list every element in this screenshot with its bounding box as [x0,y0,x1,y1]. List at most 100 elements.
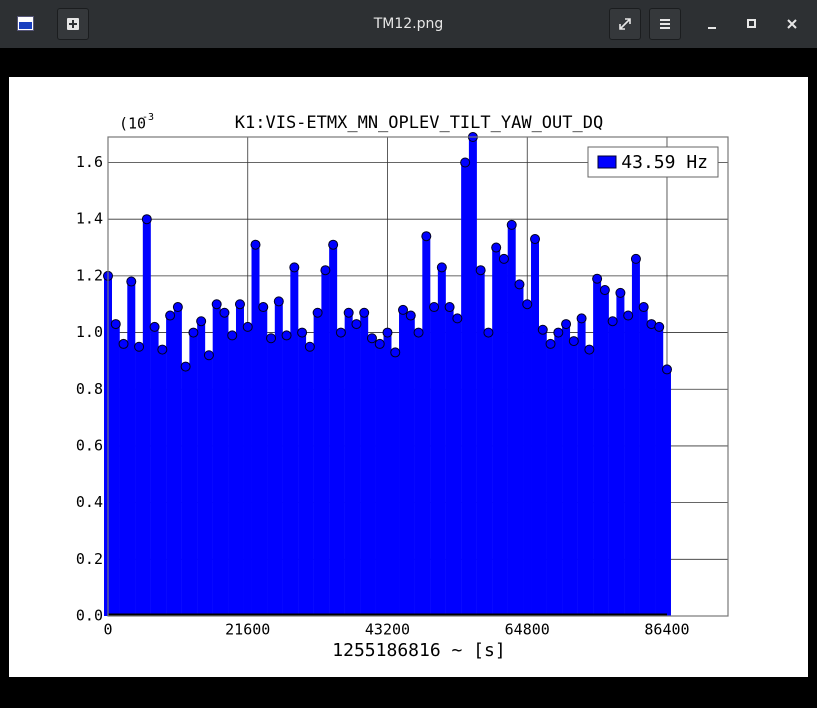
stem-marker [289,262,300,273]
stem-marker [203,350,214,361]
stem-marker [165,310,176,321]
stem-marker [281,330,292,341]
stem-marker [615,287,626,298]
stem-marker [211,299,222,310]
stem-marker [382,327,393,338]
stem-marker [561,319,572,330]
stem-marker [188,327,199,338]
stem-marker [429,302,440,313]
title-bar: TM12.png [0,0,817,48]
stem-marker [530,234,541,245]
stem-marker [522,299,533,310]
y-tick-label: 1.6 [76,153,103,171]
stem-marker [196,316,207,327]
stem-marker [398,304,409,315]
y-tick-label: 0.8 [76,380,103,398]
menu-button[interactable] [649,8,681,40]
stem-marker [250,239,261,250]
stem-marker [172,302,183,313]
stem-marker [498,253,509,264]
stem-marker [366,333,377,344]
y-tick-label: 1.2 [76,266,103,284]
stem-marker [304,341,315,352]
stem-marker [491,242,502,253]
stem-marker [157,344,168,355]
y-tick-label: 1.4 [76,210,103,228]
x-tick-label: 43200 [365,621,410,639]
stem-marker [374,338,385,349]
stem-marker [584,344,595,355]
x-axis-label: 1255186816 ~ [s] [332,640,505,661]
stem-marker [460,157,471,168]
stem-marker [258,302,269,313]
stem-marker [219,307,230,318]
stem-marker [630,253,641,264]
chart: (10 -3 K1:VIS-ETMX_MN_OPLEV_TILT_YAW_OUT… [76,112,729,661]
stem-marker [661,364,672,375]
x-tick-label: 0 [103,621,112,639]
y-tick-label: 0.2 [76,550,103,568]
legend-label: 43.59 Hz [621,152,708,173]
stem-marker [475,265,486,276]
stem-marker [118,338,129,349]
stem-marker [234,299,245,310]
stem-marker [514,279,525,290]
plot-frame [107,136,729,617]
window-controls[interactable] [700,14,800,34]
stem-marker [623,310,634,321]
stem-marker [359,307,370,318]
stem-marker [273,296,284,307]
stem-marker [141,214,152,225]
window-title: TM12.png [373,16,444,32]
stem-marker [134,341,145,352]
stem-marker [436,262,447,273]
stem-marker [576,313,587,324]
stem-marker [638,302,649,313]
stem-marker [444,302,455,313]
stem-marker [335,327,346,338]
stem-marker [654,321,665,332]
y-tick-label: 0.6 [76,436,103,454]
stem-marker [242,321,253,332]
y-offset-label: (10 [119,115,146,133]
stem-marker [599,285,610,296]
stem-marker [413,327,424,338]
stem-marker [568,336,579,347]
stem-marker [227,330,238,341]
y-tick-label: 0.0 [76,607,103,625]
x-tick-label: 86400 [644,621,689,639]
stem-marker [351,319,362,330]
y-offset-exponent: -3 [142,112,154,123]
stem-marker [553,327,564,338]
stem-marker [149,321,160,332]
stem-marker [297,327,308,338]
stem-marker [405,310,416,321]
stem-marker [312,307,323,318]
new-tab-button[interactable] [57,8,89,40]
fullscreen-button[interactable] [609,8,641,40]
stem-marker [328,239,339,250]
stem-marker [537,324,548,335]
legend-swatch [597,155,617,169]
y-tick-label: 1.0 [76,323,103,341]
stem-marker [506,219,517,230]
image-canvas: (10 -3 K1:VIS-ETMX_MN_OPLEV_TILT_YAW_OUT… [9,77,808,677]
stem-marker [607,316,618,327]
x-tick-label: 64800 [505,621,550,639]
stem-marker [452,313,463,324]
app-icon [17,16,34,31]
stem-marker [390,347,401,358]
y-tick-label: 0.4 [76,493,103,511]
stem-marker [421,231,432,242]
stem-marker [320,265,331,276]
stem-marker [110,319,121,330]
chart-title: K1:VIS-ETMX_MN_OPLEV_TILT_YAW_OUT_DQ [235,113,603,133]
stem-marker [483,327,494,338]
stem-marker [343,307,354,318]
stem-marker [592,273,603,284]
x-tick-label: 21600 [225,621,270,639]
stem-marker [126,276,137,287]
stem-marker [266,333,277,344]
stem-marker [545,338,556,349]
